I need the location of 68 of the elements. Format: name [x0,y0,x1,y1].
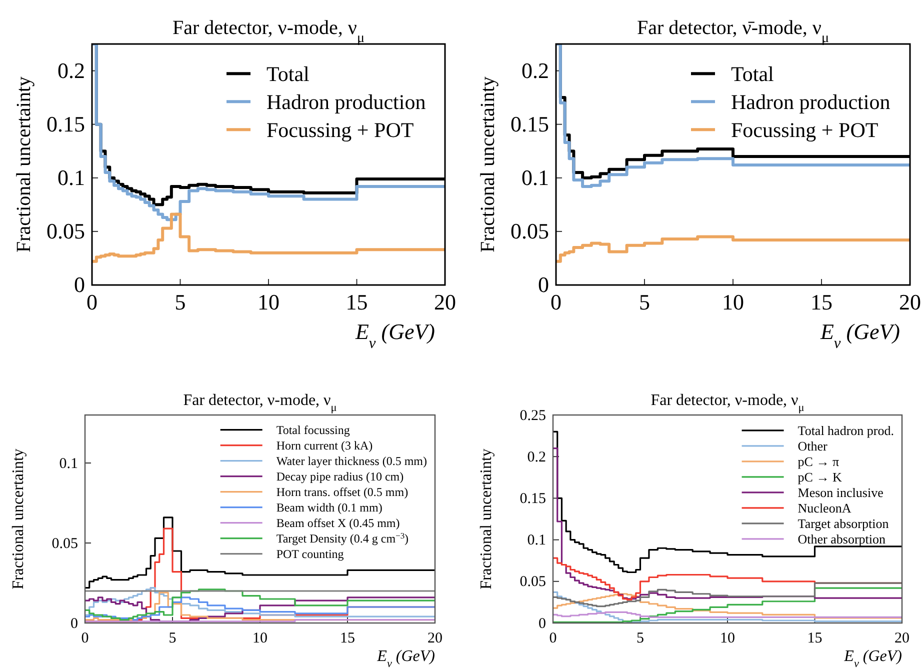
legend-label: Decay pipe radius (10 cm) [276,470,404,484]
x-tick-label: 20 [434,290,456,315]
legend-label: Total hadron prod. [798,423,894,438]
chart-title: Far detector, ν-mode, ν$_{μ}$ [183,392,337,414]
y-axis-title: Fractional uncertainty [478,448,495,590]
x-axis-title: E$_{ν}$ (GeV) [843,648,902,670]
chart-title: Far detector, ν-mode, ν$_{μ}$ [650,392,804,414]
x-tick-label: 10 [720,630,735,647]
legend-label: Total [731,62,774,86]
y-tick-label: 0.05 [52,536,78,552]
y-tick-label: 0.05 [46,218,85,244]
legend-label: Beam width (0.1 mm) [276,500,382,514]
legend-label: NucleonA [798,500,852,516]
y-tick-label: 0.25 [520,408,546,424]
x-axis-title: E$_{ν}$ (GeV) [819,319,900,352]
y-tick-label: 0.2 [527,449,546,466]
y-tick-label: 0.1 [59,456,78,472]
y-tick-label: 0.2 [522,58,549,83]
y-tick-label: 0 [538,616,546,632]
legend-label: Focussing + POT [731,118,878,142]
legend-label: Total focussing [276,423,350,437]
y-tick-label: 0 [70,616,78,632]
x-tick-label: 10 [252,630,268,647]
y-tick-label: 0.1 [58,164,85,190]
x-tick-label: 5 [168,630,176,647]
y-tick-label: 0.15 [510,111,549,136]
x-tick-label: 15 [807,630,822,647]
y-tick-label: 0.05 [510,218,549,244]
y-axis-title: Fractional uncertainty [10,448,27,590]
legend-label: Target absorption [798,516,890,531]
x-axis-title: E$_{ν}$ (GeV) [376,648,435,670]
y-tick-label: 0.2 [58,58,85,83]
x-tick-label: 15 [346,290,368,315]
legend-label: POT counting [276,547,344,561]
legend-label: Other [798,438,828,454]
legend-label: pC → π [798,454,840,469]
x-tick-label: 5 [174,290,186,315]
legend-label: Focussing + POT [266,118,414,142]
x-tick-label: 15 [810,290,832,315]
x-tick-label: 10 [258,290,280,315]
legend-label: Target Density (0.4 g cm$^{−3}$) [276,531,409,546]
x-tick-label: 20 [899,290,921,315]
legend-label: pC → K [798,470,842,484]
legend-label: Hadron production [266,90,426,114]
x-tick-label: 5 [639,290,650,315]
legend-label: Hadron production [731,90,891,114]
legend-label: Beam offset X (0.45 mm) [276,516,400,530]
x-tick-label: 10 [722,290,744,315]
y-tick-label: 0.05 [520,574,546,590]
y-tick-label: 0 [74,272,85,298]
x-tick-label: 15 [340,630,355,647]
legend-label: Water layer thickness (0.5 mm) [276,454,427,468]
y-axis-title: Fractional uncertainty [13,76,35,253]
x-tick-label: 20 [894,630,910,647]
y-tick-label: 0.1 [522,164,549,190]
y-tick-label: 0.15 [46,111,85,136]
y-tick-label: 0.1 [527,532,546,549]
y-tick-label: 0.15 [520,491,546,507]
legend-label: Meson inclusive [798,485,884,500]
y-tick-label: 0 [538,272,549,298]
x-tick-label: 20 [428,630,442,647]
legend-label: Horn trans. offset (0.5 mm) [276,485,408,499]
legend-label: Horn current (3 kA) [276,438,373,452]
y-axis-title: Fractional uncertainty [477,76,499,253]
legend-label: Total [266,62,310,86]
x-tick-label: 5 [636,630,644,647]
x-axis-title: E$_{ν}$ (GeV) [354,319,435,352]
legend-label: Other absorption [798,532,886,546]
